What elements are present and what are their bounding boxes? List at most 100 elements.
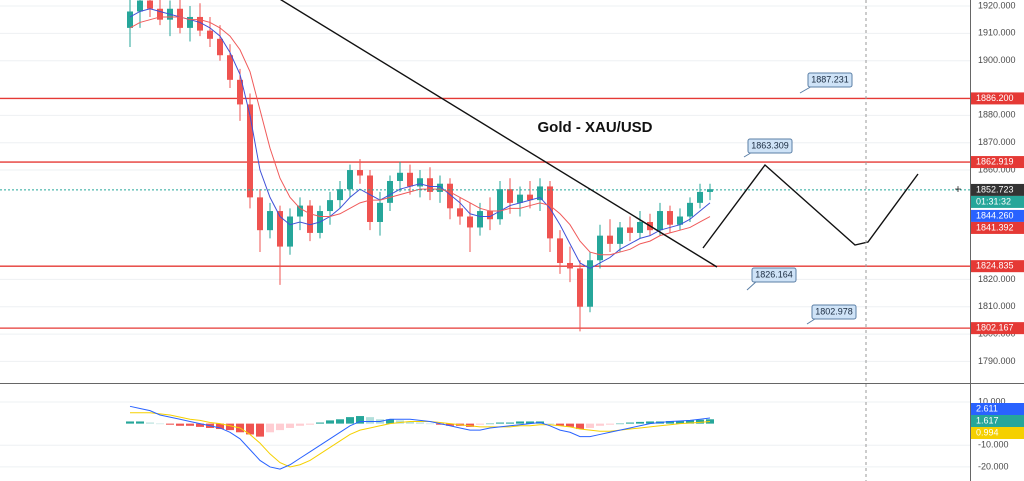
- macd-tag-bg: [971, 403, 1024, 415]
- y-tick-label: 1870.000: [978, 137, 1016, 147]
- candle-body: [187, 16, 193, 28]
- candle-body: [457, 208, 463, 217]
- candle-body: [367, 175, 373, 222]
- histogram-bar: [226, 423, 234, 431]
- y-tick-label: 1880.000: [978, 110, 1016, 120]
- candle-body: [657, 211, 663, 231]
- candle-body: [487, 211, 493, 220]
- callout-label: 1802.978: [815, 306, 853, 316]
- candle-body: [287, 216, 293, 247]
- histogram-bar: [616, 423, 624, 425]
- macd-line: [129, 405, 711, 470]
- histogram-bar: [186, 423, 194, 426]
- macd-tag-bg: [971, 415, 1024, 427]
- candle-body: [157, 8, 163, 20]
- histogram-bar: [606, 423, 614, 425]
- y-tick-label: 1860.000: [978, 164, 1016, 174]
- candle-body: [547, 186, 553, 239]
- y-tick-label: 1910.000: [978, 28, 1016, 38]
- histogram-bar: [136, 421, 144, 424]
- trend-line: [279, 0, 718, 268]
- y-tick-label: -10.000: [978, 440, 1009, 450]
- y-tick-label: -20.000: [978, 461, 1009, 471]
- candle-body: [147, 0, 153, 9]
- y-tick-label: 1820.000: [978, 274, 1016, 284]
- candle-body: [197, 16, 203, 31]
- candle-body: [697, 191, 703, 203]
- histogram-bar: [426, 423, 434, 425]
- y-tick-label: 1900.000: [978, 55, 1016, 65]
- candle-body: [687, 202, 693, 217]
- candle-body: [377, 202, 383, 222]
- candle-body: [327, 200, 333, 212]
- last-price-label: 1852.723: [976, 184, 1014, 194]
- histogram-bar: [326, 420, 334, 424]
- histogram-bar: [286, 423, 294, 428]
- histogram-bar: [356, 416, 364, 424]
- price-pane: [0, 0, 970, 332]
- histogram-bar: [516, 421, 524, 424]
- candle-body: [207, 30, 213, 39]
- histogram-bar: [316, 422, 324, 424]
- histogram-bar: [246, 423, 254, 435]
- histogram-bar: [436, 423, 444, 425]
- histogram-bar: [666, 421, 674, 424]
- grid: [0, 5, 970, 468]
- histogram-bar: [296, 423, 304, 426]
- histogram-bar: [646, 421, 654, 424]
- candle-body: [527, 194, 533, 201]
- candle-body: [127, 11, 133, 28]
- macd-tag: 0.994: [976, 427, 999, 437]
- chart-title: Gold - XAU/USD: [538, 119, 653, 136]
- y-tick-label: 1790.000: [978, 356, 1016, 366]
- candle-body: [507, 189, 513, 203]
- ma-label: 1844.260: [976, 210, 1014, 220]
- histogram-bar: [466, 423, 474, 427]
- candle-body: [437, 183, 443, 192]
- y-tick-label: 1810.000: [978, 301, 1016, 311]
- candle-body: [387, 180, 393, 203]
- ma-label: 1841.392: [976, 222, 1014, 232]
- candle-body: [247, 104, 253, 198]
- histogram-bar: [266, 423, 274, 433]
- callout-box: [747, 138, 793, 154]
- candle-body: [557, 238, 563, 263]
- callout-box: [751, 267, 797, 283]
- histogram-bar: [546, 423, 554, 425]
- histogram-bar: [396, 420, 404, 424]
- candle-body: [467, 216, 473, 228]
- candle-body: [607, 235, 613, 244]
- moving-average: [129, 8, 711, 270]
- candle-body: [597, 235, 603, 261]
- macd-tag: 2.611: [976, 403, 998, 413]
- candle-body: [577, 268, 583, 307]
- candle-body: [407, 172, 413, 187]
- histogram-bar: [256, 423, 264, 437]
- candle-body: [627, 227, 633, 233]
- last-price-label-bg: [971, 183, 1024, 196]
- level-label: 1862.919: [976, 156, 1014, 166]
- y-tick-label: 1920.000: [978, 0, 1016, 10]
- histogram-bar: [416, 422, 424, 424]
- candle-body: [427, 178, 433, 192]
- histogram-bar: [526, 421, 534, 424]
- countdown-label: 01:31:32: [976, 196, 1011, 206]
- candle-body: [677, 216, 683, 225]
- candle-body: [347, 170, 353, 190]
- candle-body: [447, 183, 453, 209]
- histogram-bar: [216, 423, 224, 430]
- histogram-bar: [576, 423, 584, 430]
- candle-body: [477, 211, 483, 228]
- level-label-bg: [971, 156, 1024, 169]
- histogram-bar: [686, 420, 694, 424]
- callout-label: 1887.231: [811, 74, 849, 84]
- axis-labels: 1920.000 1910.000 1900.000 1880.000 1870.000…: [954, 0, 1024, 471]
- histogram-bar: [126, 421, 134, 424]
- callout-label: 1863.309: [751, 140, 789, 150]
- candle-body: [267, 211, 273, 231]
- level-label-bg: [971, 92, 1024, 105]
- ma-label-bg: [971, 221, 1024, 234]
- histogram-bar: [676, 421, 684, 424]
- candle-body: [667, 211, 673, 225]
